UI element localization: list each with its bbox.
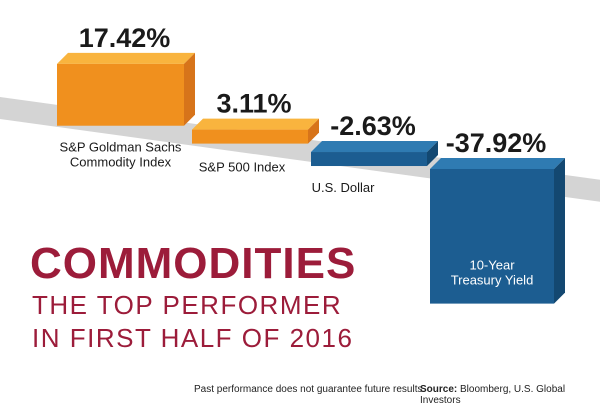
headline-title: COMMODITIES <box>30 239 357 288</box>
headline-subtitle-line2: IN FIRST HALF OF 2016 <box>32 323 354 353</box>
source-text: Bloomberg, U.S. Global Investors <box>420 384 566 406</box>
category-label-1: S&P Goldman Sachs Commodity Index <box>60 140 182 170</box>
bar-side-face <box>427 141 438 167</box>
bar-top-face <box>57 52 195 64</box>
bar-front-face <box>57 63 184 126</box>
value-label-2: 3.11% <box>216 89 291 119</box>
bar-front-face <box>192 129 308 144</box>
bar-side-face <box>554 157 565 304</box>
category-label-line: Treasury Yield <box>451 273 534 288</box>
bar-front-face <box>430 168 554 304</box>
bars-group <box>57 52 565 304</box>
bar-side-face <box>184 52 195 126</box>
category-label-3: U.S. Dollar <box>312 180 376 195</box>
labels-group: 17.42% S&P Goldman Sachs Commodity Index 3.… <box>60 23 547 288</box>
bar-side-face <box>308 118 319 144</box>
bar-top-face <box>311 141 438 153</box>
bar-top-face <box>192 118 319 130</box>
disclaimer-text: Past performance does not guarantee futu… <box>194 384 426 395</box>
category-label-line: Commodity Index <box>70 155 172 170</box>
category-label-line: U.S. Dollar <box>312 180 376 195</box>
source-note: Source: Bloomberg, U.S. Global Investors <box>420 384 600 406</box>
bar-1 <box>57 52 195 126</box>
bar-2 <box>192 118 319 144</box>
value-label-4: -37.92% <box>446 128 547 158</box>
category-label-4: 10-Year Treasury Yield <box>451 258 534 288</box>
source-label: Source: <box>420 384 458 395</box>
bar-3 <box>311 141 438 167</box>
value-label-3: -2.63% <box>330 111 416 141</box>
category-label-line: S&P Goldman Sachs <box>60 140 182 155</box>
value-label-1: 17.42% <box>79 23 171 53</box>
bar-top-face <box>430 157 565 169</box>
category-label-line: S&P 500 Index <box>199 160 286 175</box>
bar-4 <box>430 157 565 304</box>
category-label-2: S&P 500 Index <box>199 160 286 175</box>
category-label-line: 10-Year <box>469 258 515 273</box>
headline-subtitle-line1: THE TOP PERFORMER <box>32 290 343 320</box>
bar-front-face <box>311 152 427 167</box>
